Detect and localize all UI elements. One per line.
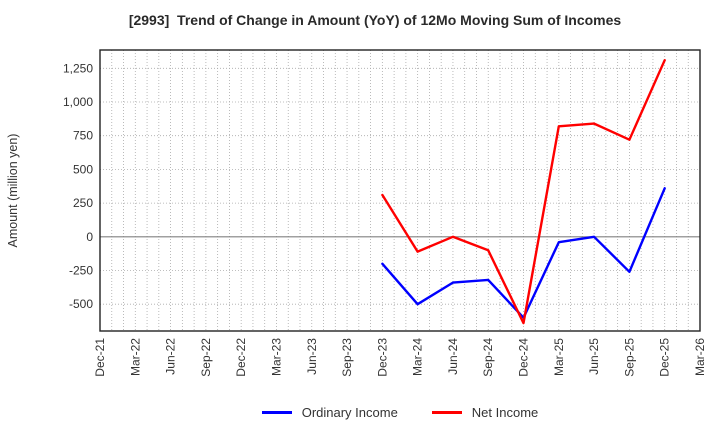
x-tick-label: Sep-23 [340, 338, 354, 377]
plot-border [99, 49, 701, 332]
x-tick-label: Jun-23 [305, 338, 319, 375]
legend-item-net-income: Net Income [431, 405, 539, 420]
y-tick-label: 1,000 [63, 95, 93, 109]
legend-label: Net Income [471, 405, 539, 420]
x-tick-label: Sep-25 [622, 338, 636, 377]
y-tick-label: 500 [73, 162, 93, 176]
y-tick-label: -250 [69, 264, 93, 278]
y-tick-label: 250 [73, 196, 93, 210]
legend-label: Ordinary Income [301, 405, 398, 420]
x-tick-label: Dec-22 [234, 338, 248, 377]
y-tick-label: 1,250 [63, 61, 93, 75]
legend-item-ordinary-income: Ordinary Income [261, 405, 398, 420]
y-axis-label: Amount (million yen) [6, 134, 20, 248]
legend-line-swatch [261, 411, 292, 414]
y-tick-label: 0 [86, 230, 93, 244]
chart-title: [2993] Trend of Change in Amount (YoY) o… [128, 12, 622, 28]
x-tick-label: Sep-22 [199, 338, 213, 377]
legend-line-swatch [431, 411, 462, 414]
x-tick-label: Dec-21 [93, 338, 107, 377]
y-tick-label: 750 [73, 129, 93, 143]
x-tick-label: Mar-25 [552, 338, 566, 376]
x-tick-label: Mar-22 [128, 338, 142, 376]
y-tick-label: -500 [69, 297, 93, 311]
x-tick-label: Dec-23 [375, 338, 389, 377]
x-tick-label: Dec-24 [517, 338, 531, 377]
x-tick-label: Mar-26 [693, 338, 707, 376]
chart-legend: Ordinary Income Net Income [100, 405, 700, 420]
x-tick-label: Jun-22 [164, 338, 178, 375]
x-tick-label: Sep-24 [481, 338, 495, 377]
x-tick-label: Dec-25 [658, 338, 672, 377]
x-tick-label: Jun-25 [587, 338, 601, 375]
net-income-line [381, 59, 666, 325]
x-tick-label: Jun-24 [446, 338, 460, 375]
x-tick-label: Mar-24 [411, 338, 425, 376]
x-tick-label: Mar-23 [269, 338, 283, 376]
ordinary-income-line [381, 187, 666, 319]
